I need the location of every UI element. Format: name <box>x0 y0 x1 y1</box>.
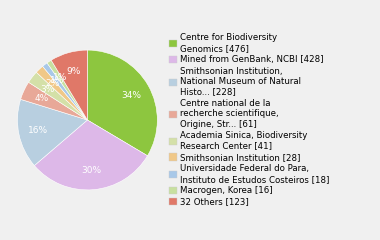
Text: 2%: 2% <box>46 79 60 88</box>
Wedge shape <box>28 72 87 120</box>
Wedge shape <box>34 120 147 190</box>
Text: 16%: 16% <box>28 126 48 135</box>
Wedge shape <box>51 50 87 120</box>
Wedge shape <box>87 50 157 156</box>
Wedge shape <box>36 66 87 120</box>
Text: 34%: 34% <box>121 91 141 100</box>
Wedge shape <box>17 99 87 166</box>
Text: 4%: 4% <box>35 94 49 103</box>
Wedge shape <box>47 60 87 120</box>
Text: 30%: 30% <box>82 166 102 175</box>
Text: 9%: 9% <box>66 67 81 76</box>
Wedge shape <box>43 63 87 120</box>
Text: 1%: 1% <box>49 76 64 84</box>
Text: 3%: 3% <box>40 84 55 94</box>
Wedge shape <box>21 82 87 120</box>
Legend: Centre for Biodiversity
Genomics [476], Mined from GenBank, NCBI [428], Smithson: Centre for Biodiversity Genomics [476], … <box>169 33 329 207</box>
Text: 1%: 1% <box>52 73 67 82</box>
